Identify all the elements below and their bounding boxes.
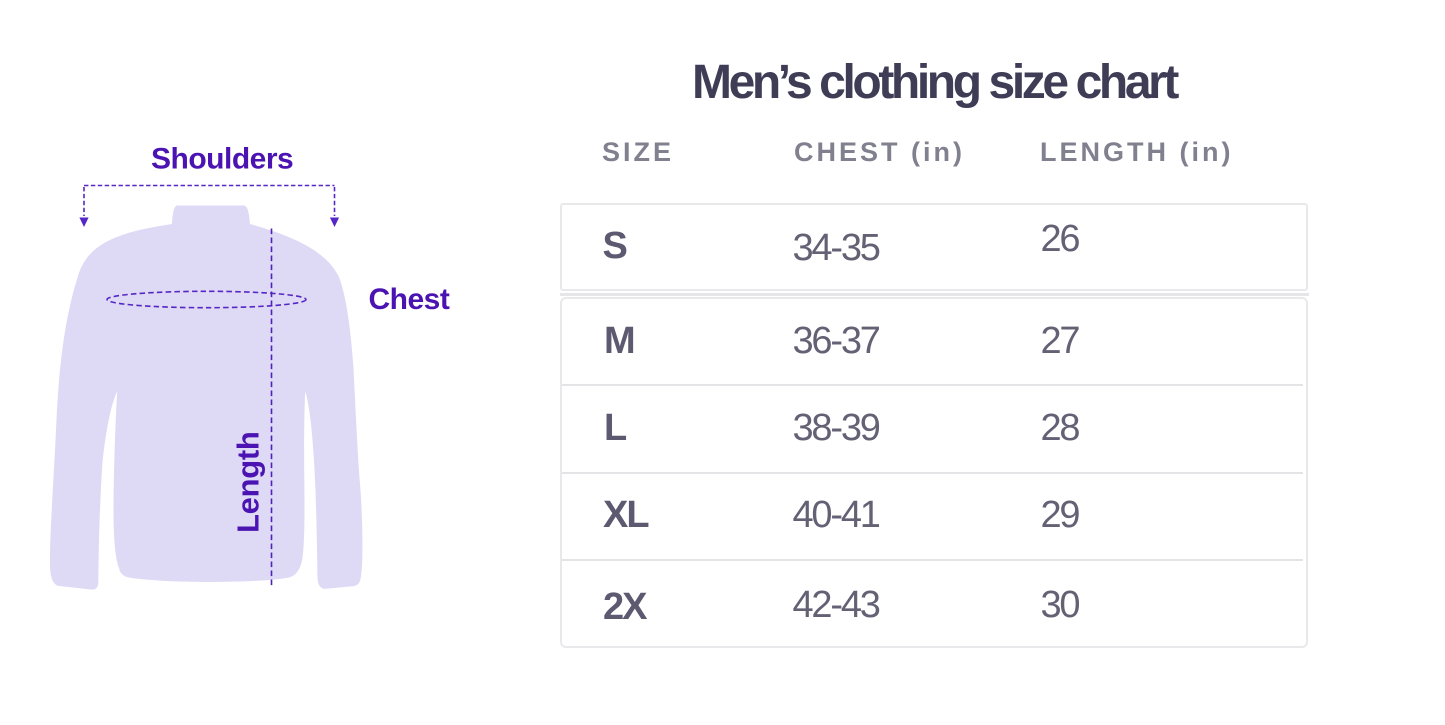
svg-text:Chest: Chest (369, 283, 450, 316)
svg-text:Shoulders: Shoulders (151, 143, 293, 176)
svg-text:Length: Length (231, 431, 266, 533)
